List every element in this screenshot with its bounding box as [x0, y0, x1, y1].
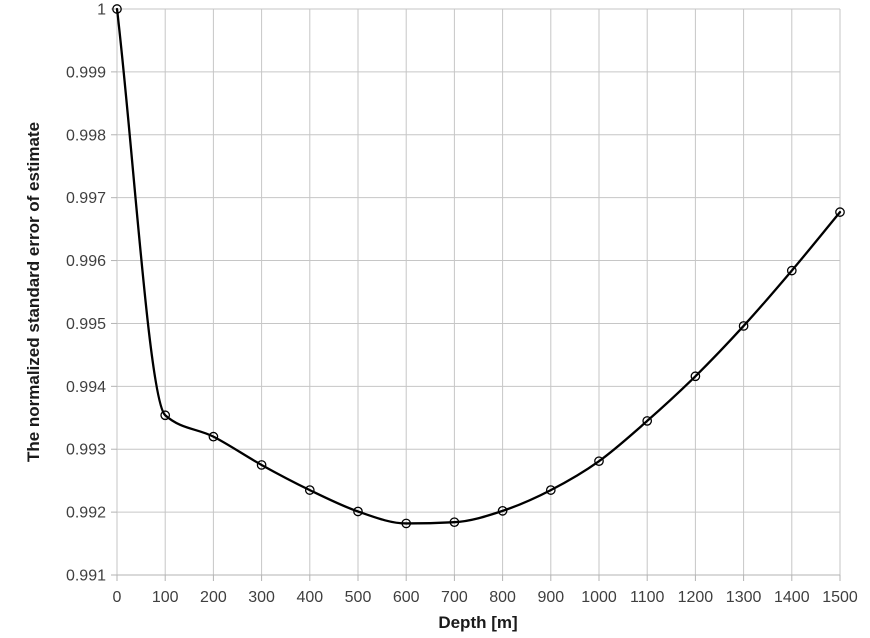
- y-tick-label: 0.992: [66, 505, 106, 522]
- data-point-marker: [786, 265, 797, 276]
- data-point-marker: [208, 431, 219, 442]
- data-point-marker: [642, 416, 653, 426]
- tick-labels: 0 100 200 300 400 500 600 700 800 900 1000 1100 1200…: [66, 2, 858, 607]
- x-tick-label: 100: [152, 589, 179, 606]
- y-axis-title: The normalized standard error of estimat…: [24, 122, 43, 462]
- data-point-marker: [112, 4, 122, 14]
- x-tick-label: 400: [296, 589, 323, 606]
- data-point-marker: [594, 456, 604, 467]
- data-point-marker: [256, 460, 267, 470]
- data-point-marker: [690, 371, 701, 382]
- x-tick-label: 500: [345, 589, 372, 606]
- y-tick-label: 0.999: [66, 64, 106, 81]
- x-tick-label: 1400: [774, 589, 810, 606]
- y-tick-label: 0.994: [66, 379, 106, 396]
- data-point-marker: [160, 410, 171, 421]
- x-tick-label: 700: [441, 589, 468, 606]
- y-tick-label: 0.998: [66, 127, 106, 144]
- x-tick-label: 800: [489, 589, 516, 606]
- data-point-marker: [497, 506, 508, 516]
- y-tick-label: 1: [97, 2, 106, 19]
- x-tick-label: 1000: [581, 589, 617, 606]
- x-tick-label: 300: [248, 589, 275, 606]
- x-tick-label: 1200: [678, 589, 714, 606]
- data-point-marker: [835, 207, 845, 217]
- data-point-marker: [738, 321, 749, 331]
- y-tick-label: 0.995: [66, 316, 106, 333]
- data-point-marker: [304, 485, 315, 495]
- x-tick-label: 900: [537, 589, 564, 606]
- y-tick-label: 0.997: [66, 190, 106, 207]
- x-tick-label: 1100: [630, 589, 665, 606]
- x-axis-title: Depth [m]: [438, 613, 517, 632]
- y-tick-label: 0.993: [66, 442, 106, 459]
- data-series: [112, 4, 845, 529]
- x-tick-label: 1500: [822, 589, 858, 606]
- gridlines: [116, 8, 841, 576]
- data-point-marker: [545, 485, 556, 495]
- series-line: [115, 7, 842, 525]
- y-tick-label: 0.996: [66, 253, 106, 270]
- x-tick-label: 600: [393, 589, 420, 606]
- axes: [111, 8, 841, 581]
- x-tick-label: 1300: [726, 589, 762, 606]
- x-tick-label: 200: [200, 589, 227, 606]
- data-point-marker: [449, 517, 460, 528]
- data-point-marker: [353, 506, 363, 517]
- y-tick-label: 0.991: [66, 568, 106, 585]
- x-tick-label: 0: [113, 589, 122, 606]
- data-point-marker: [401, 518, 412, 529]
